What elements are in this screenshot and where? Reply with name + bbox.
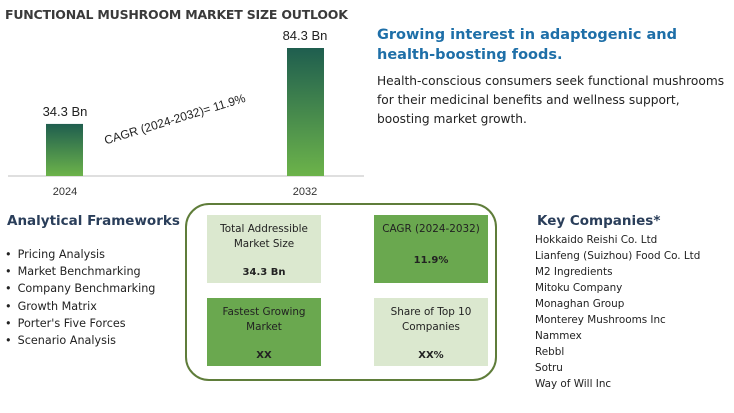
- list-item: Pricing Analysis: [5, 246, 155, 263]
- list-item: Growth Matrix: [5, 298, 155, 315]
- bar-2032: [287, 48, 324, 176]
- insight-description: Health-conscious consumers seek function…: [377, 74, 725, 126]
- frameworks-list: Pricing Analysis Market Benchmarking Com…: [5, 246, 156, 349]
- data-label-2024: 34.3 Bn: [43, 104, 88, 119]
- metric-label: Share of Top 10 Companies: [390, 306, 472, 333]
- companies-list: Hokkaido Reishi Co. Ltd Lianfeng (Suizho…: [535, 232, 700, 392]
- list-item: Sotru: [535, 362, 563, 374]
- frameworks-title: Analytical Frameworks: [7, 213, 180, 229]
- x-tick-2032: 2032: [293, 186, 317, 198]
- metric-value: 11.9%: [413, 255, 449, 266]
- metric-label: Total Addressible Market Size: [220, 223, 308, 250]
- list-item: Company Benchmarking: [5, 280, 156, 297]
- data-label-2032: 84.3 Bn: [283, 28, 328, 43]
- metric-cagr: CAGR (2024-2032) 11.9%: [374, 215, 488, 283]
- metric-label: Fastest Growing Market: [222, 306, 306, 333]
- bar-2024: [46, 123, 83, 176]
- bar-chart: 34.3 Bn 84.3 Bn 2024 2032 CAGR (2024-203…: [8, 28, 364, 198]
- list-item: Porter's Five Forces: [5, 315, 155, 332]
- chart-title: FUNCTIONAL MUSHROOM MARKET SIZE OUTLOOK: [5, 7, 348, 22]
- insight-headline: Growing interest in adaptogenic and heal…: [377, 27, 677, 63]
- metric-top10-share: Share of Top 10 Companies XX%: [374, 298, 488, 366]
- metric-total-market: Total Addressible Market Size 34.3 Bn: [207, 215, 321, 283]
- metric-label: CAGR (2024-2032): [382, 223, 480, 235]
- metric-value: XX%: [418, 350, 444, 361]
- list-item: Mitoku Company: [535, 282, 623, 294]
- list-item: Rebbl: [535, 346, 565, 358]
- list-item: Hokkaido Reishi Co. Ltd: [535, 234, 658, 246]
- list-item: Market Benchmarking: [5, 263, 155, 280]
- list-item: Monterey Mushrooms Inc: [535, 314, 666, 326]
- list-item: Monaghan Group: [535, 298, 625, 310]
- cagr-annotation: CAGR (2024-2032)= 11.9%: [103, 91, 248, 147]
- list-item: Scenario Analysis: [5, 332, 155, 349]
- metric-value: 34.3 Bn: [242, 267, 286, 278]
- list-item: Lianfeng (Suizhou) Food Co. Ltd: [535, 250, 701, 262]
- x-tick-2024: 2024: [53, 186, 77, 198]
- metrics-panel: Total Addressible Market Size 34.3 Bn CA…: [185, 203, 497, 381]
- companies-title: Key Companies*: [537, 213, 661, 229]
- list-item: M2 Ingredients: [535, 266, 613, 278]
- list-item: Nammex: [535, 330, 582, 342]
- list-item: Way of Will Inc: [535, 378, 612, 390]
- metric-value: XX: [256, 350, 272, 361]
- metric-fastest-growing: Fastest Growing Market XX: [207, 298, 321, 366]
